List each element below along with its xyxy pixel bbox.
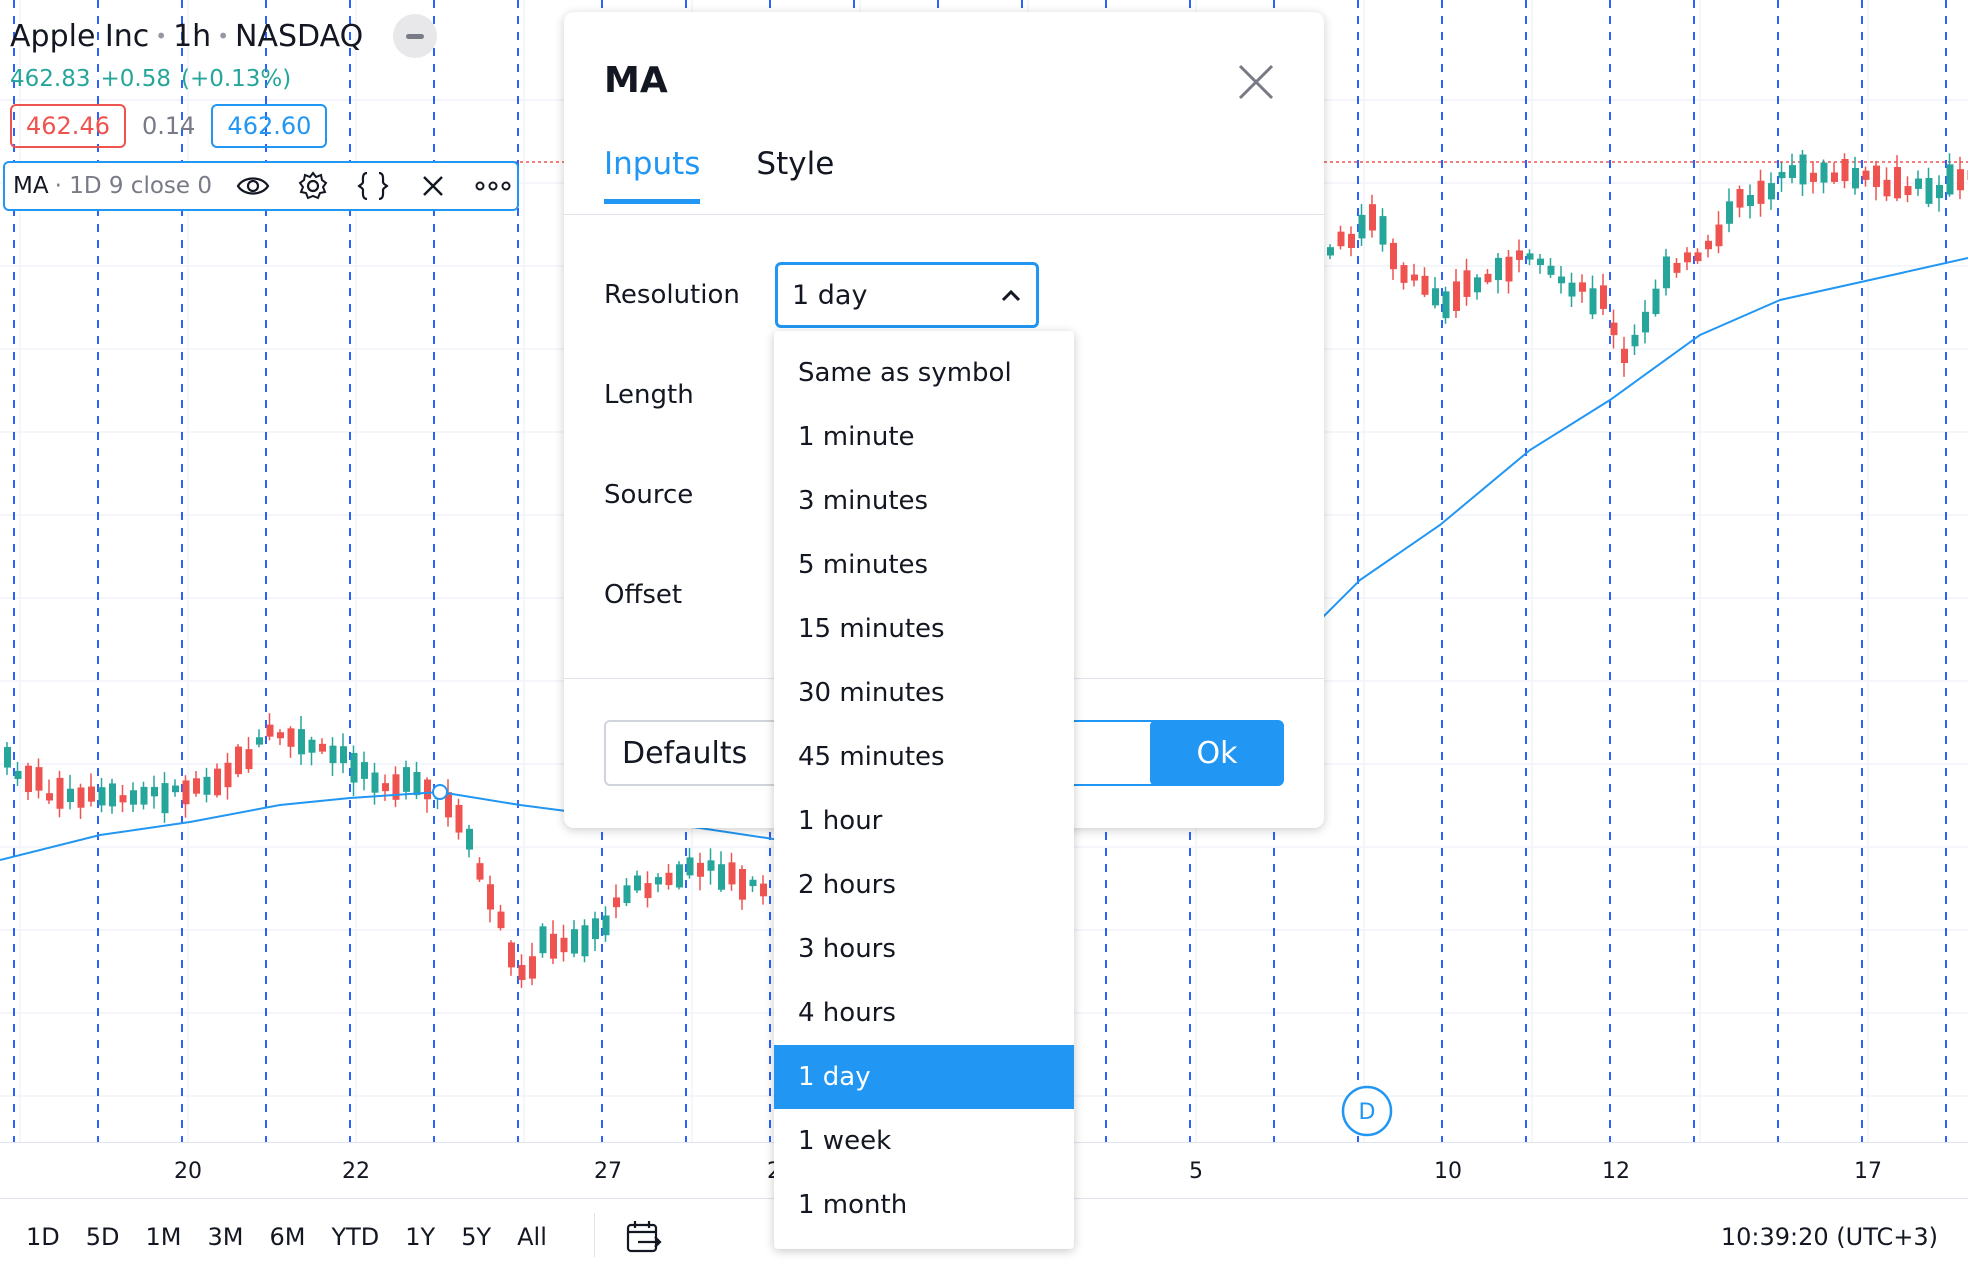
price-change: 462.83 +0.58 (+0.13%) [10,66,437,92]
date-range-buttons: 1D 5D 1M 3M 6M YTD 1Y 5Y All [24,1223,560,1251]
last-price: 462.83 [10,66,90,92]
range-3m-button[interactable]: 3M [194,1223,256,1251]
resolution-select[interactable]: 1 day [775,262,1039,328]
range-1d-button[interactable]: 1D [24,1223,73,1251]
symbol-name[interactable]: Apple Inc [10,19,149,54]
time-label: 27 [594,1159,622,1184]
time-label: 17 [1854,1159,1882,1184]
sell-price-button[interactable]: 462.46 [10,104,126,148]
source-code-icon[interactable] [350,166,396,206]
time-label: 22 [342,1159,370,1184]
range-all-button[interactable]: All [504,1223,560,1251]
resolution-option[interactable]: 30 minutes [774,661,1074,725]
buy-price-button[interactable]: 462.60 [211,104,327,148]
resolution-option[interactable]: 15 minutes [774,597,1074,661]
price-change-pct: (+0.13%) [181,66,291,92]
range-1y-button[interactable]: 1Y [392,1223,448,1251]
resolution-option[interactable]: 1 month [774,1173,1074,1237]
tab-inputs[interactable]: Inputs [604,146,700,204]
clock-timezone[interactable]: 10:39:20 (UTC+3) [1721,1223,1938,1251]
indicator-legend-ma[interactable]: MA · 1D 9 close 0 [3,161,519,211]
go-to-date-icon[interactable] [624,1217,664,1257]
time-label: 10 [1434,1159,1462,1184]
defaults-label: Defaults [622,736,747,771]
resolution-option[interactable]: 4 hours [774,981,1074,1045]
range-1m-button[interactable]: 1M [133,1223,195,1251]
toolbar-divider [594,1213,595,1257]
resolution-option[interactable]: 45 minutes [774,725,1074,789]
resolution-option[interactable]: 3 hours [774,917,1074,981]
resolution-option[interactable]: 1 hour [774,789,1074,853]
range-5d-button[interactable]: 5D [73,1223,133,1251]
more-icon[interactable] [470,166,516,206]
chart-legend: Apple Inc • 1h • NASDAQ 462.83+0.58(+0.1… [10,14,437,148]
indicator-title: MA [13,173,49,199]
chevron-up-icon [998,283,1024,309]
close-icon[interactable] [1234,60,1278,104]
resolution-option-selected[interactable]: 1 day [774,1045,1074,1109]
resolution-option[interactable]: 3 minutes [774,469,1074,533]
remove-icon[interactable] [410,166,456,206]
range-5y-button[interactable]: 5Y [448,1223,504,1251]
range-6m-button[interactable]: 6M [256,1223,318,1251]
resolution-label: Resolution [604,280,740,310]
collapse-legend-button[interactable] [393,14,437,58]
resolution-option[interactable]: 1 minute [774,405,1074,469]
gear-icon[interactable] [290,166,336,206]
ma-line-handle[interactable] [433,785,447,799]
ok-button[interactable]: Ok [1150,720,1284,786]
dividend-marker[interactable]: D [1343,1087,1391,1135]
time-label: 5 [1189,1159,1203,1184]
resolution-option[interactable]: 5 minutes [774,533,1074,597]
tab-style[interactable]: Style [756,146,834,204]
resolution-dropdown: Same as symbol 1 minute 3 minutes 5 minu… [774,331,1074,1249]
resolution-option[interactable]: 1 week [774,1109,1074,1173]
offset-label: Offset [604,580,682,610]
range-ytd-button[interactable]: YTD [318,1223,392,1251]
dialog-title: MA [604,60,668,101]
time-label: 20 [174,1159,202,1184]
resolution-option[interactable]: Same as symbol [774,341,1074,405]
spread-value: 0.14 [142,112,195,140]
dialog-tabs: Inputs Style [604,146,834,204]
time-label: 12 [1602,1159,1630,1184]
minus-icon [406,34,424,39]
indicator-args: · 1D 9 close 0 [55,173,212,199]
length-label: Length [604,380,694,410]
price-change-abs: +0.58 [100,66,170,92]
symbol-interval: 1h [173,19,211,54]
eye-icon[interactable] [230,166,276,206]
resolution-option[interactable]: 2 hours [774,853,1074,917]
source-label: Source [604,480,693,510]
symbol-exchange: NASDAQ [235,19,363,54]
svg-text:D: D [1359,1100,1376,1125]
resolution-value: 1 day [792,280,867,311]
tabs-divider [564,214,1324,215]
